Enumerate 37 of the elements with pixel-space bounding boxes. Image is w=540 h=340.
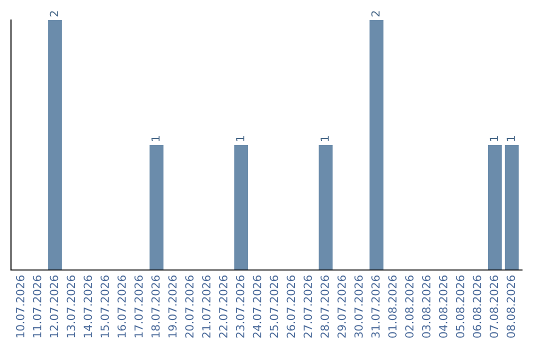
x-tick-label: 27.07.2026: [304, 276, 312, 338]
x-tick-label: 02.08.2026: [405, 276, 414, 338]
data-label: 2: [50, 11, 58, 16]
x-tick-label: 31.07.2026: [371, 276, 380, 338]
data-label: 1: [320, 136, 329, 141]
x-tick-label: 25.07.2026: [270, 276, 278, 338]
x-tick-label: 24.07.2026: [252, 276, 262, 338]
x-tick-label: 26.07.2026: [286, 276, 296, 338]
x-tick-label: 15.07.2026: [100, 276, 109, 338]
x-tick-label: 18.07.2026: [151, 276, 160, 338]
x-tick-label: 12.07.2026: [50, 276, 58, 338]
x-tick-label: 16.07.2026: [117, 276, 126, 338]
x-tick-label: 17.07.2026: [134, 276, 143, 338]
x-tick-label: 08.08.2026: [506, 276, 516, 338]
x-tick-label: 03.08.2026: [422, 276, 430, 338]
x-tick-label: 04.08.2026: [438, 276, 448, 338]
data-label: 2: [371, 11, 380, 16]
data-label: 1: [490, 136, 498, 141]
x-tick-label: 14.07.2026: [84, 276, 92, 338]
x-tick-label: 21.07.2026: [202, 276, 210, 338]
x-tick-label: 01.08.2026: [388, 276, 397, 338]
x-tick-label: 19.07.2026: [168, 276, 177, 338]
x-tick-label: 13.07.2026: [66, 276, 76, 338]
x-tick-label: 23.07.2026: [236, 276, 244, 338]
x-tick-label: 06.08.2026: [472, 276, 482, 338]
x-tick-label: 07.08.2026: [490, 276, 498, 338]
x-tick-label: 30.07.2026: [354, 276, 363, 338]
x-tick-label: 10.07.2026: [16, 276, 24, 338]
x-tick-label: 28.07.2026: [320, 276, 329, 338]
x-tick-label: 29.07.2026: [337, 276, 346, 338]
x-tick-label: 20.07.2026: [185, 276, 194, 338]
data-label: 1: [236, 136, 244, 141]
data-label: 1: [151, 136, 160, 141]
x-tick-label: 11.07.2026: [32, 276, 42, 338]
data-label: 1: [506, 136, 515, 141]
x-tick-label: 22.07.2026: [219, 276, 228, 338]
x-tick-label: 05.08.2026: [456, 276, 464, 338]
